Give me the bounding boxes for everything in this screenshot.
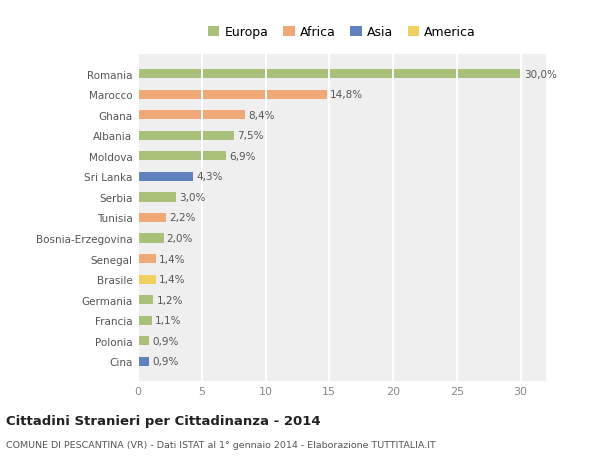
- Bar: [138, 316, 152, 325]
- Bar: [138, 254, 156, 263]
- Text: 0,9%: 0,9%: [152, 357, 179, 367]
- Text: Cittadini Stranieri per Cittadinanza - 2014: Cittadini Stranieri per Cittadinanza - 2…: [6, 414, 320, 428]
- Text: 8,4%: 8,4%: [248, 111, 275, 121]
- Bar: [138, 111, 245, 120]
- Text: 6,9%: 6,9%: [229, 151, 256, 162]
- Text: 1,2%: 1,2%: [157, 295, 183, 305]
- Text: 1,1%: 1,1%: [155, 315, 182, 325]
- Text: 4,3%: 4,3%: [196, 172, 223, 182]
- Text: COMUNE DI PESCANTINA (VR) - Dati ISTAT al 1° gennaio 2014 - Elaborazione TUTTITA: COMUNE DI PESCANTINA (VR) - Dati ISTAT a…: [6, 441, 436, 449]
- Text: 1,4%: 1,4%: [159, 274, 185, 285]
- Bar: [138, 70, 521, 79]
- Text: 1,4%: 1,4%: [159, 254, 185, 264]
- Text: 7,5%: 7,5%: [237, 131, 263, 141]
- Text: 2,2%: 2,2%: [169, 213, 196, 223]
- Bar: [138, 336, 149, 346]
- Text: 14,8%: 14,8%: [330, 90, 363, 100]
- Bar: [138, 296, 154, 305]
- Bar: [138, 193, 176, 202]
- Bar: [138, 213, 166, 223]
- Text: 3,0%: 3,0%: [179, 192, 206, 202]
- Legend: Europa, Africa, Asia, America: Europa, Africa, Asia, America: [205, 22, 479, 43]
- Text: 2,0%: 2,0%: [167, 234, 193, 244]
- Text: 30,0%: 30,0%: [524, 69, 557, 79]
- Bar: [138, 357, 149, 366]
- Bar: [138, 90, 327, 100]
- Bar: [138, 275, 156, 284]
- Bar: [138, 234, 163, 243]
- Bar: [138, 152, 226, 161]
- Bar: [138, 173, 193, 182]
- Bar: [138, 131, 233, 140]
- Text: 0,9%: 0,9%: [152, 336, 179, 346]
